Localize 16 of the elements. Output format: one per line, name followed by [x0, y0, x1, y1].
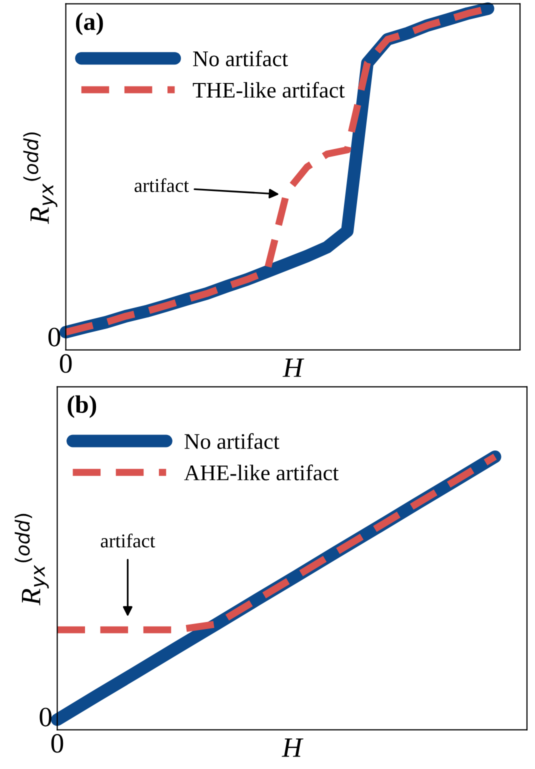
- x-axis-title: H: [282, 738, 304, 757]
- y-axis-title: R$_{yx}$$^{(odd)}$: [14, 514, 49, 606]
- legend-label: AHE-like artifact: [184, 464, 339, 480]
- chart-title: (a): [76, 12, 103, 36]
- text: 0: [60, 354, 72, 373]
- text: 0: [40, 708, 52, 726]
- legend-label: No artifact: [184, 433, 280, 450]
- text: 0: [48, 328, 60, 346]
- y-axis-title: R$_{yx}$$^{(odd)}$: [23, 132, 58, 224]
- annotation: artifact: [134, 178, 189, 192]
- annotation: artifact: [100, 534, 156, 548]
- legend-label: THE-like artifact: [192, 82, 345, 98]
- legend-label: No artifact: [193, 50, 288, 66]
- x-axis-title: H: [282, 358, 304, 377]
- text: 0: [51, 734, 64, 753]
- chart-title: (b): [68, 395, 96, 418]
